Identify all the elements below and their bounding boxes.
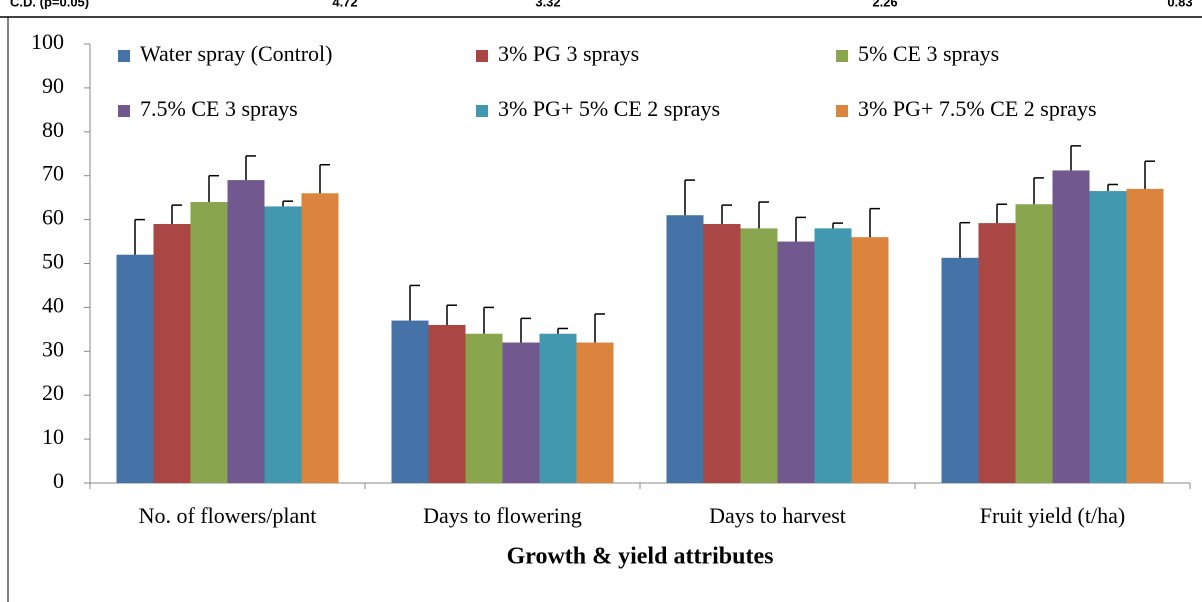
bar	[576, 342, 614, 483]
legend-swatch	[836, 50, 848, 62]
legend-label: 3% PG 3 sprays	[498, 41, 639, 66]
bar	[116, 254, 154, 483]
bar	[391, 320, 429, 483]
bar	[153, 223, 191, 484]
legend-label: 7.5% CE 3 sprays	[140, 96, 298, 121]
bar	[428, 324, 466, 483]
y-tick-label: 40	[42, 292, 64, 317]
bar	[851, 237, 889, 483]
bar	[978, 223, 1016, 483]
bar	[465, 333, 503, 483]
cropped-row-value: 4.72	[332, 0, 357, 9]
x-tick-label: Days to harvest	[709, 503, 846, 528]
cropped-row-value: 3.32	[535, 0, 560, 9]
cropped-row: C.D. (p=0.05) 4.72 3.32 2.26 0.83	[10, 0, 1193, 9]
y-tick-label: 0	[53, 468, 64, 493]
legend-swatch	[118, 50, 130, 62]
legend-label: 5% CE 3 sprays	[858, 41, 999, 66]
legend-swatch	[476, 105, 488, 117]
y-tick-label: 20	[42, 380, 64, 405]
y-tick-label: 80	[42, 117, 64, 142]
bar	[264, 206, 302, 483]
bar	[190, 202, 228, 484]
legend-label: 3% PG+ 5% CE 2 sprays	[498, 96, 720, 121]
y-tick-label: 100	[31, 29, 64, 54]
bar	[1089, 191, 1127, 483]
x-axis-title: Growth & yield attributes	[507, 544, 774, 570]
x-tick-label: Fruit yield (t/ha)	[980, 503, 1125, 528]
legend-swatch	[476, 50, 488, 62]
bar	[941, 257, 979, 483]
y-tick-label: 50	[42, 249, 64, 274]
bar	[814, 228, 852, 483]
y-tick-label: 90	[42, 73, 64, 98]
x-tick-label: No. of flowers/plant	[139, 503, 317, 528]
bar	[301, 193, 339, 483]
bar	[502, 342, 540, 483]
bar	[777, 241, 815, 483]
cropped-row-label: C.D. (p=0.05)	[10, 0, 89, 9]
bar	[1126, 188, 1164, 483]
bar	[227, 180, 265, 483]
y-tick-label: 70	[42, 161, 64, 186]
legend-label: Water spray (Control)	[140, 41, 333, 66]
y-tick-label: 60	[42, 205, 64, 230]
cropped-row-value: 0.83	[1167, 0, 1192, 9]
y-tick-label: 10	[42, 424, 64, 449]
x-tick-label: Days to flowering	[423, 503, 582, 528]
bar	[740, 228, 778, 483]
legend-swatch	[836, 105, 848, 117]
bar	[666, 215, 704, 483]
bar	[1015, 204, 1053, 484]
bar	[1052, 170, 1090, 483]
cropped-row-value: 2.26	[872, 0, 897, 9]
legend-label: 3% PG+ 7.5% CE 2 sprays	[858, 96, 1097, 121]
bar	[703, 223, 741, 484]
legend-swatch	[118, 105, 130, 117]
bar	[539, 333, 577, 483]
y-tick-label: 30	[42, 336, 64, 361]
